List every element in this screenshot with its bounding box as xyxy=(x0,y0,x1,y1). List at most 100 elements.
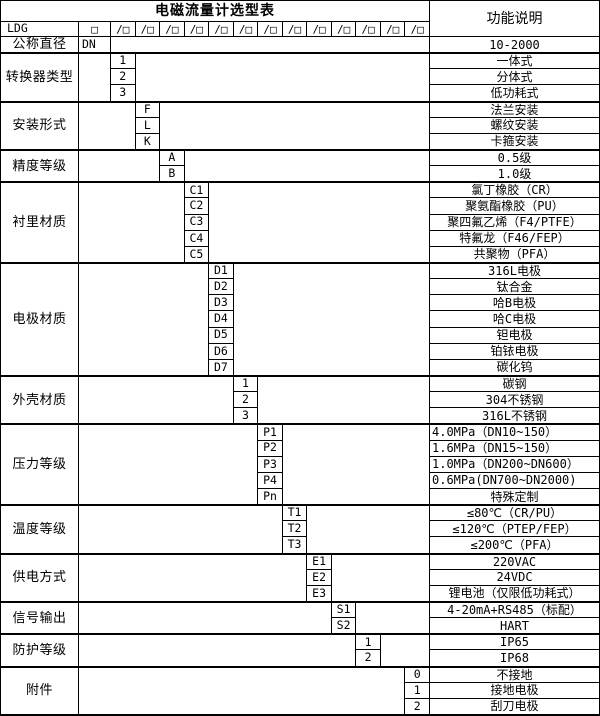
spacer-cell xyxy=(110,36,429,53)
model-slot: /□ xyxy=(404,21,429,36)
model-slot: /□ xyxy=(257,21,282,36)
model-slot: /□ xyxy=(208,21,233,36)
code-cell: C5 xyxy=(183,245,209,262)
function-cell: IP68 xyxy=(429,649,599,666)
spacer-cell xyxy=(78,52,110,101)
code-cell: D3 xyxy=(208,294,233,311)
category-label: 压力等级 xyxy=(0,423,78,505)
function-cell: ≤80℃（CR/PU） xyxy=(429,504,599,521)
model-slot: /□ xyxy=(159,21,184,36)
code-cell: 3 xyxy=(110,84,135,101)
code-cell: 2 xyxy=(232,391,258,408)
model-slot: /□ xyxy=(134,21,160,36)
category-label: 附件 xyxy=(0,665,78,714)
function-cell: 卡箍安装 xyxy=(429,132,599,149)
code-cell: E3 xyxy=(306,584,331,601)
category-label: 供电方式 xyxy=(0,552,78,601)
code-cell: 2 xyxy=(110,68,135,85)
code-cell: D2 xyxy=(208,278,233,295)
model-slot: /□ xyxy=(110,21,135,36)
function-cell: 1.0级 xyxy=(429,165,599,182)
function-cell: ≤120℃（PTEP/FEP） xyxy=(429,520,599,537)
function-cell: 碳化钨 xyxy=(429,358,599,375)
code-cell: E1 xyxy=(306,552,331,569)
spacer-cell xyxy=(159,100,429,149)
spacer-cell xyxy=(355,600,429,634)
spacer-cell xyxy=(78,600,331,634)
spacer-cell xyxy=(281,423,429,505)
spacer-cell xyxy=(183,148,429,182)
function-cell: 铂铱电极 xyxy=(429,342,599,359)
code-cell: P4 xyxy=(257,471,282,488)
model-slot: /□ xyxy=(330,21,356,36)
function-cell: 聚四氟乙烯（F4/PTFE） xyxy=(429,213,599,230)
spacer-cell xyxy=(78,261,209,375)
code-cell: S2 xyxy=(330,617,356,634)
function-cell: 刮刀电极 xyxy=(429,697,599,714)
code-cell: D4 xyxy=(208,310,233,327)
code-cell: S1 xyxy=(330,600,356,618)
code-cell: Pn xyxy=(257,487,282,505)
code-cell: D7 xyxy=(208,358,233,375)
spacer-cell xyxy=(208,181,429,262)
function-cell: 锂电池（仅限低功耗式） xyxy=(429,584,599,601)
function-cell: 0.6MPa(DN700~DN2000) xyxy=(429,471,599,488)
function-cell: 共聚物（PFA） xyxy=(429,245,599,262)
function-cell: HART xyxy=(429,617,599,634)
code-cell: DN xyxy=(78,36,110,53)
function-cell: 304不锈钢 xyxy=(429,391,599,408)
spacer-cell xyxy=(330,552,429,601)
code-cell: P2 xyxy=(257,439,282,456)
spacer-cell xyxy=(78,374,233,424)
code-cell: 0 xyxy=(404,665,429,682)
function-header: 功能说明 xyxy=(429,0,599,36)
code-cell: C1 xyxy=(183,181,209,198)
code-cell: A xyxy=(159,148,184,166)
function-cell: 24VDC xyxy=(429,568,599,585)
code-cell: T3 xyxy=(281,536,307,553)
code-cell: B xyxy=(159,165,184,182)
category-label: 转换器类型 xyxy=(0,52,78,101)
code-cell: 1 xyxy=(355,633,380,650)
spacer-cell xyxy=(306,504,429,553)
model-slot: /□ xyxy=(232,21,258,36)
code-cell: D6 xyxy=(208,342,233,359)
code-cell: 1 xyxy=(404,681,429,698)
function-cell: 氯丁橡胶（CR） xyxy=(429,181,599,198)
code-cell: C3 xyxy=(183,213,209,230)
function-cell: 碳钢 xyxy=(429,374,599,392)
spacer-cell xyxy=(232,261,429,375)
code-cell: F xyxy=(134,100,160,117)
function-cell: 4.0MPa（DN10~150） xyxy=(429,423,599,440)
model-slot: /□ xyxy=(306,21,331,36)
code-cell: T2 xyxy=(281,520,307,537)
model-slot: /□ xyxy=(355,21,380,36)
category-label: 外壳材质 xyxy=(0,374,78,424)
spacer-cell xyxy=(78,148,160,182)
function-cell: 220VAC xyxy=(429,552,599,569)
category-label: 衬里材质 xyxy=(0,181,78,262)
function-cell: 接地电极 xyxy=(429,681,599,698)
function-cell: ≤200℃（PFA） xyxy=(429,536,599,553)
function-cell: 1.0MPa（DN200~DN600） xyxy=(429,455,599,472)
function-cell: 法兰安装 xyxy=(429,100,599,117)
code-cell: C4 xyxy=(183,229,209,246)
spacer-cell xyxy=(78,552,307,601)
spacer-cell xyxy=(78,423,258,505)
code-cell: P1 xyxy=(257,423,282,440)
code-cell: D5 xyxy=(208,326,233,343)
model-prefix: LDG xyxy=(0,21,78,36)
function-cell: 10-2000 xyxy=(429,36,599,53)
function-cell: 低功耗式 xyxy=(429,84,599,101)
model-base-slot: □ xyxy=(78,21,110,36)
table-title: 电磁流量计选型表 xyxy=(0,0,429,21)
function-cell: 特殊定制 xyxy=(429,487,599,505)
spacer-cell xyxy=(78,504,282,553)
category-label: 精度等级 xyxy=(0,148,78,182)
function-cell: 分体式 xyxy=(429,68,599,85)
function-cell: 哈C电极 xyxy=(429,310,599,327)
code-cell: K xyxy=(134,132,160,149)
code-cell: 1 xyxy=(110,52,135,69)
